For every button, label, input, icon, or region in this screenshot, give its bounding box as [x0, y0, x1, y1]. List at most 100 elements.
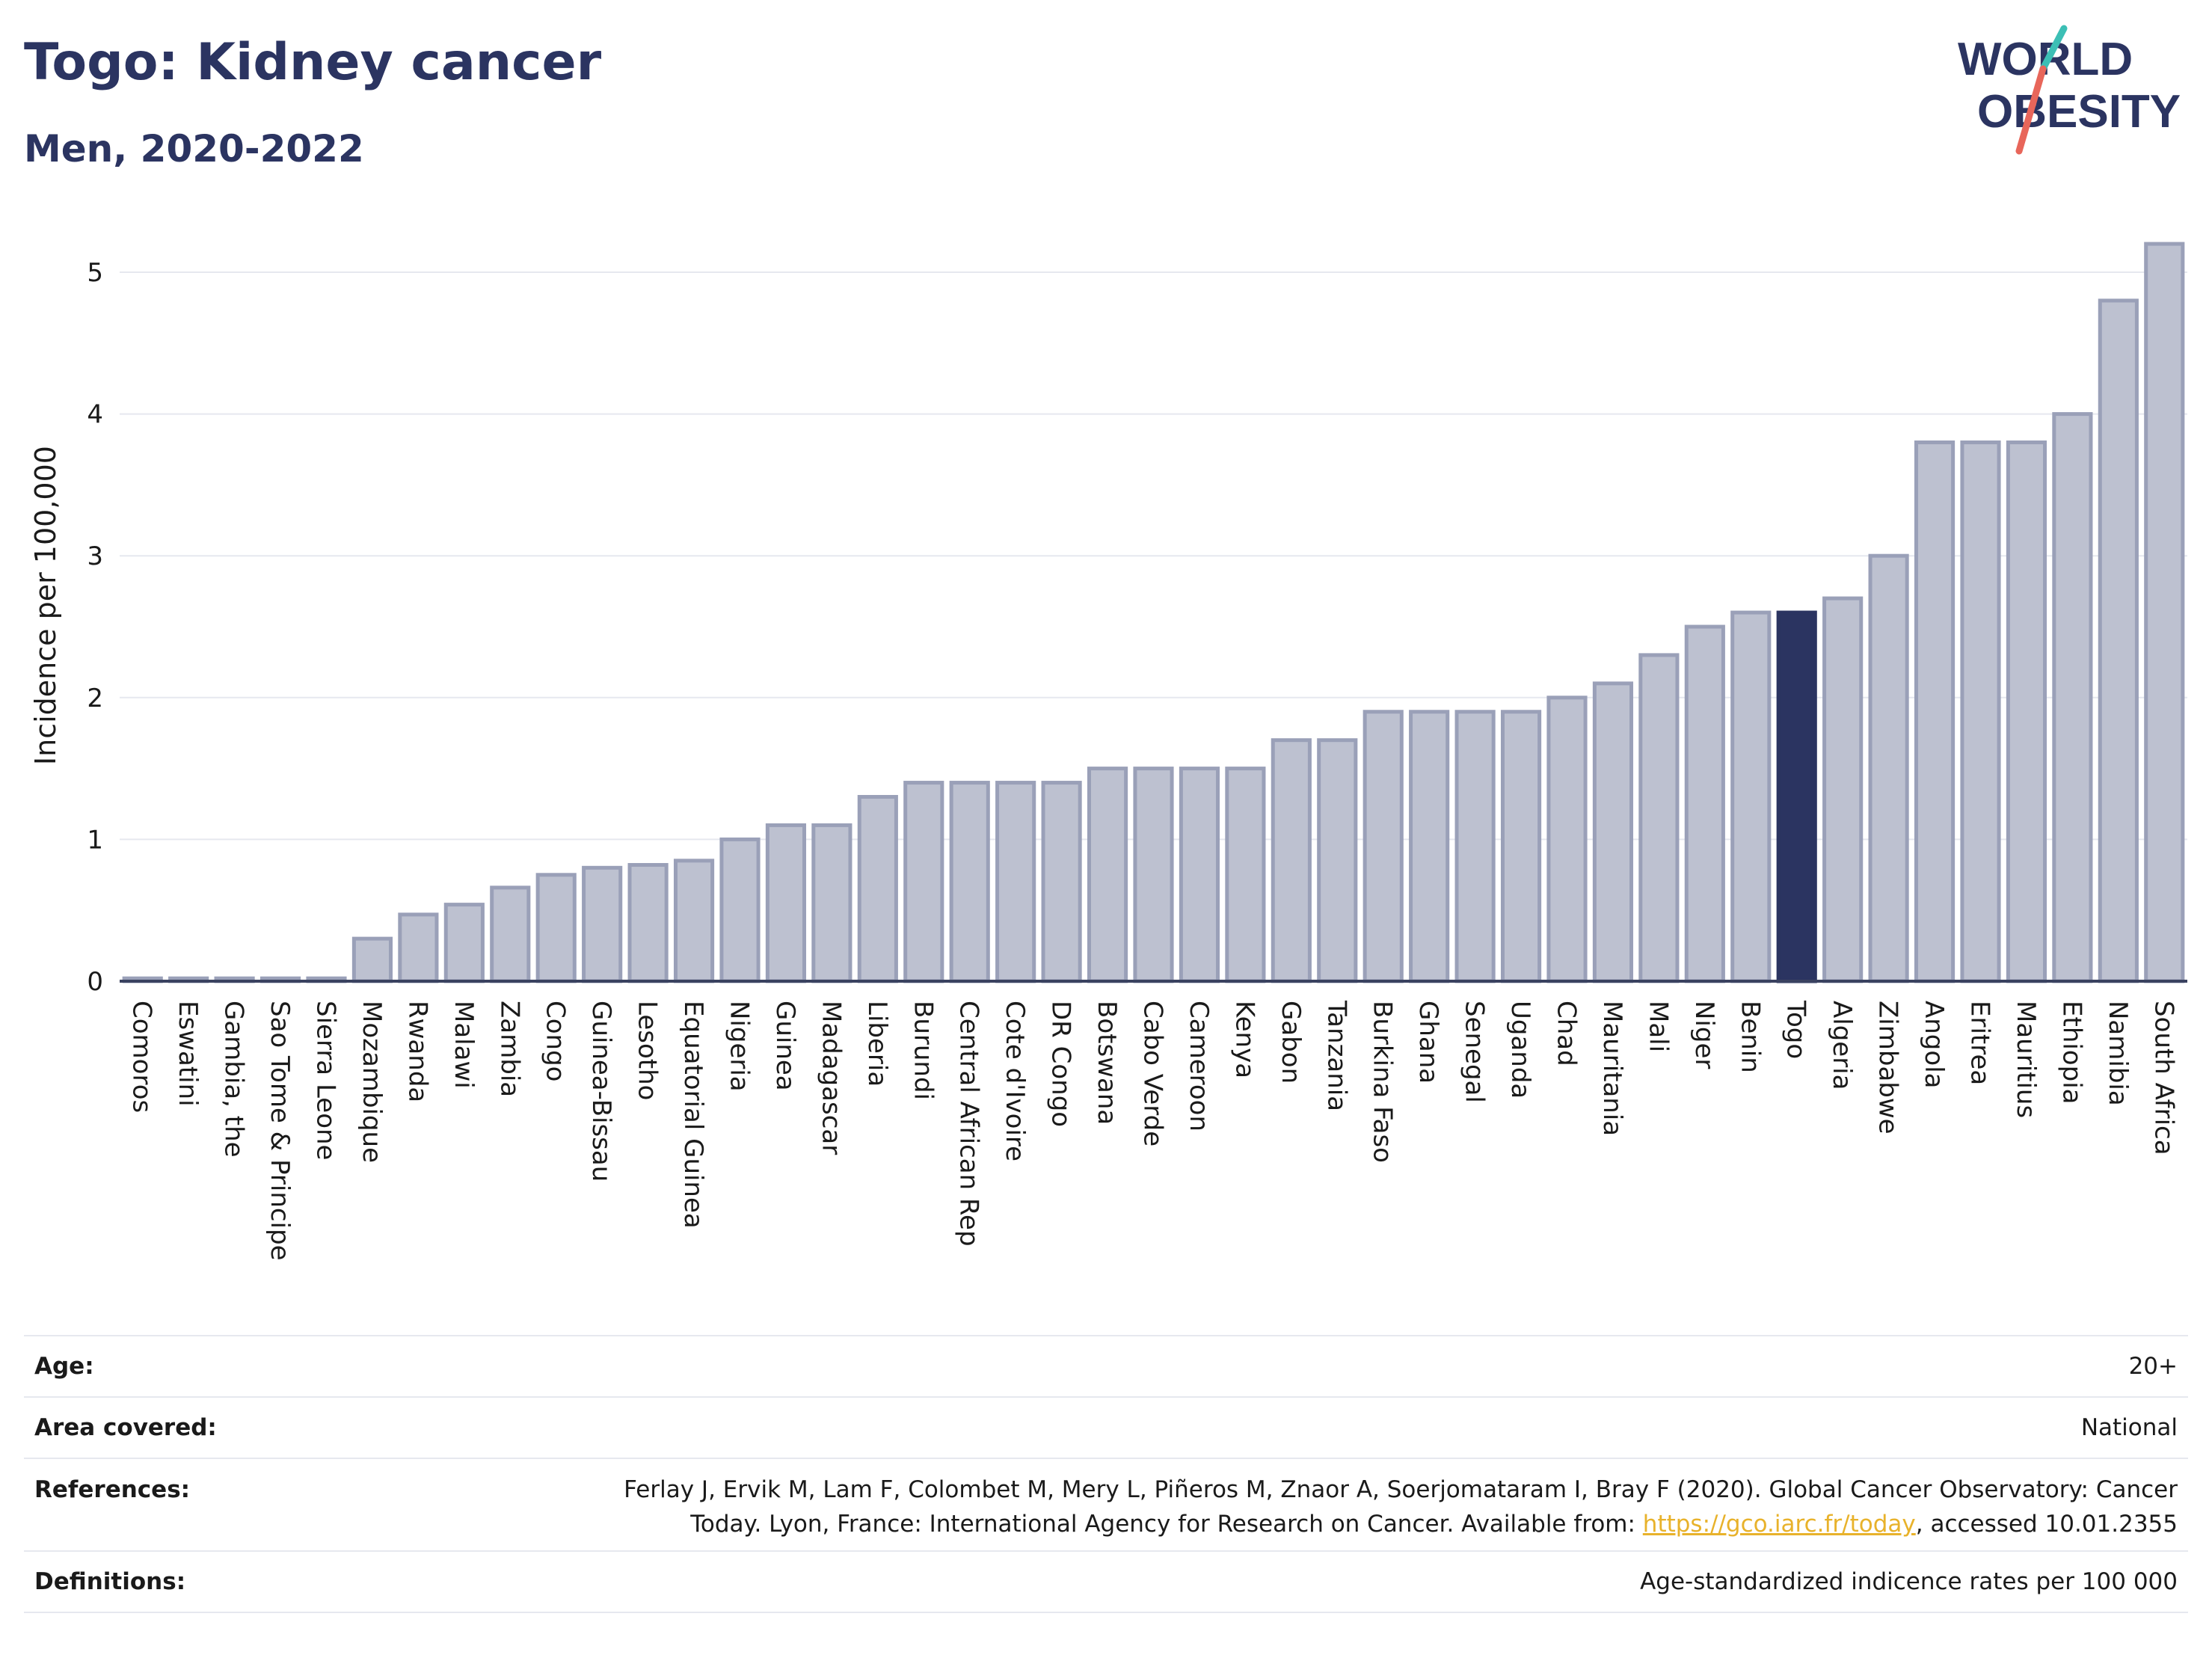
- bar: [490, 885, 531, 983]
- world-obesity-logo: WORLD OBESITY: [1958, 25, 2181, 155]
- x-tick-label: Gabon: [1276, 1001, 1306, 1084]
- y-tick-label: 2: [87, 684, 103, 713]
- y-tick-label: 5: [87, 258, 103, 288]
- x-tick-label: Botswana: [1092, 1001, 1122, 1125]
- bar: [351, 936, 393, 983]
- bar: [949, 781, 990, 983]
- references-label: References:: [34, 1476, 191, 1503]
- bar: [1592, 681, 1634, 983]
- bar: [673, 859, 715, 983]
- x-tick-label: Algeria: [1827, 1001, 1857, 1090]
- x-tick-label: Mozambique: [357, 1001, 387, 1163]
- chart-title: Togo: Kidney cancer: [24, 33, 602, 92]
- bar: [2098, 298, 2139, 983]
- x-tick-label: Lesotho: [633, 1001, 663, 1100]
- bar: [995, 781, 1036, 983]
- age-label: Age:: [34, 1353, 94, 1380]
- logo-slash-coral: [2015, 65, 2047, 155]
- bar: [1638, 653, 1680, 983]
- bar-highlight: [1776, 610, 1817, 983]
- bar: [719, 837, 761, 983]
- bar: [582, 865, 623, 983]
- bar: [1409, 710, 1450, 983]
- y-tick-label: 4: [87, 400, 103, 430]
- x-tick-label: Burkina Faso: [1368, 1001, 1398, 1163]
- bar: [1684, 624, 1725, 983]
- x-tick-label: Cameroon: [1184, 1001, 1214, 1132]
- bar: [1546, 696, 1588, 983]
- references-link[interactable]: https://gco.iarc.fr/today: [1642, 1511, 1916, 1538]
- bar: [1960, 440, 2001, 983]
- definitions-value: Age-standardized indicence rates per 100…: [1640, 1568, 2178, 1595]
- bar: [398, 912, 439, 983]
- references-line1: Ferlay J, Ervik M, Lam F, Colombet M, Me…: [624, 1476, 2178, 1503]
- x-tick-label: Sierra Leone: [311, 1001, 341, 1160]
- bar: [1454, 710, 1496, 983]
- logo-slash-teal: [2039, 25, 2068, 73]
- definitions-label: Definitions:: [34, 1568, 186, 1595]
- x-tick-label: Uganda: [1505, 1001, 1535, 1099]
- bar: [2144, 242, 2185, 983]
- x-tick-label: Mauritius: [2011, 1001, 2041, 1118]
- references-line2: Today. Lyon, France: International Agenc…: [624, 1507, 2178, 1541]
- x-tick-label: South Africa: [2148, 1001, 2178, 1155]
- age-row: Age: 20+: [24, 1335, 2188, 1396]
- x-tick-label: Equatorial Guinea: [678, 1001, 708, 1229]
- bar: [1914, 440, 1956, 983]
- bar: [1500, 710, 1542, 983]
- bar: [1133, 767, 1174, 983]
- bar: [1225, 767, 1266, 983]
- references-value: Ferlay J, Ervik M, Lam F, Colombet M, Me…: [624, 1473, 2188, 1541]
- bar-chart: 0 1 2 3 4 5 Incidence per 100,000 Comoros Eswati…: [29, 242, 2187, 1261]
- bar: [443, 903, 485, 983]
- x-tick-label: Kenya: [1229, 1001, 1259, 1078]
- area-label: Area covered:: [34, 1414, 217, 1441]
- references-row: References: Ferlay J, Ervik M, Lam F, Co…: [24, 1458, 2188, 1550]
- x-tick-label: Liberia: [862, 1001, 892, 1087]
- area-row: Area covered: National: [24, 1396, 2188, 1458]
- x-tick-label: Burundi: [908, 1001, 938, 1100]
- logo-text-obesity: OBESITY: [1977, 86, 2181, 138]
- y-tick-label: 0: [87, 967, 103, 997]
- bar: [1087, 767, 1128, 983]
- y-tick-label: 1: [87, 825, 103, 855]
- x-tick-label: Zimbabwe: [1873, 1001, 1903, 1134]
- x-tick-label: Mauritania: [1597, 1001, 1627, 1136]
- bar: [2052, 412, 2093, 983]
- x-tick-label: Comoros: [127, 1001, 157, 1113]
- x-tick-label: Guinea: [770, 1001, 800, 1091]
- x-tick-label: DR Congo: [1046, 1001, 1076, 1127]
- bar: [535, 873, 577, 983]
- bar: [1822, 596, 1864, 983]
- x-tick-label: Guinea-Bissau: [586, 1001, 616, 1182]
- x-tick-label: Namibia: [2103, 1001, 2133, 1106]
- bar: [2006, 440, 2047, 983]
- x-tick-label: Niger: [1689, 1001, 1719, 1069]
- x-tick-label: Cabo Verde: [1138, 1001, 1168, 1146]
- bar: [903, 781, 944, 983]
- bar: [811, 823, 852, 983]
- x-tick-label: Madagascar: [816, 1001, 846, 1155]
- x-tick-label: Nigeria: [725, 1001, 755, 1092]
- x-tick-label: Mali: [1643, 1001, 1673, 1052]
- x-tick-label: Eritrea: [1965, 1001, 1995, 1085]
- bar: [765, 823, 807, 983]
- chart-subtitle: Men, 2020-2022: [24, 127, 364, 171]
- bar: [1041, 781, 1082, 983]
- x-tick-label: Congo: [541, 1001, 571, 1081]
- x-tick-label: Rwanda: [402, 1001, 432, 1102]
- bar: [627, 863, 669, 983]
- references-line2-end: , accessed 10.01.2355: [1915, 1511, 2178, 1538]
- bar: [1271, 738, 1312, 983]
- y-tick-label: 3: [87, 541, 103, 571]
- x-tick-label: Togo: [1781, 1000, 1811, 1059]
- age-value: 20+: [2128, 1353, 2178, 1380]
- x-tick-label: Cote d'Ivoire: [1000, 1001, 1030, 1161]
- bar: [1317, 738, 1358, 983]
- x-tick-label: Gambia, the: [219, 1001, 249, 1158]
- definitions-row: Definitions: Age-standardized indicence …: [24, 1550, 2188, 1613]
- info-table: Age: 20+ Area covered: National Referenc…: [24, 1335, 2188, 1613]
- x-tick-label: Benin: [1735, 1001, 1765, 1073]
- x-tick-label: Chad: [1552, 1001, 1582, 1066]
- x-tick-label: Central African Rep: [954, 1001, 984, 1247]
